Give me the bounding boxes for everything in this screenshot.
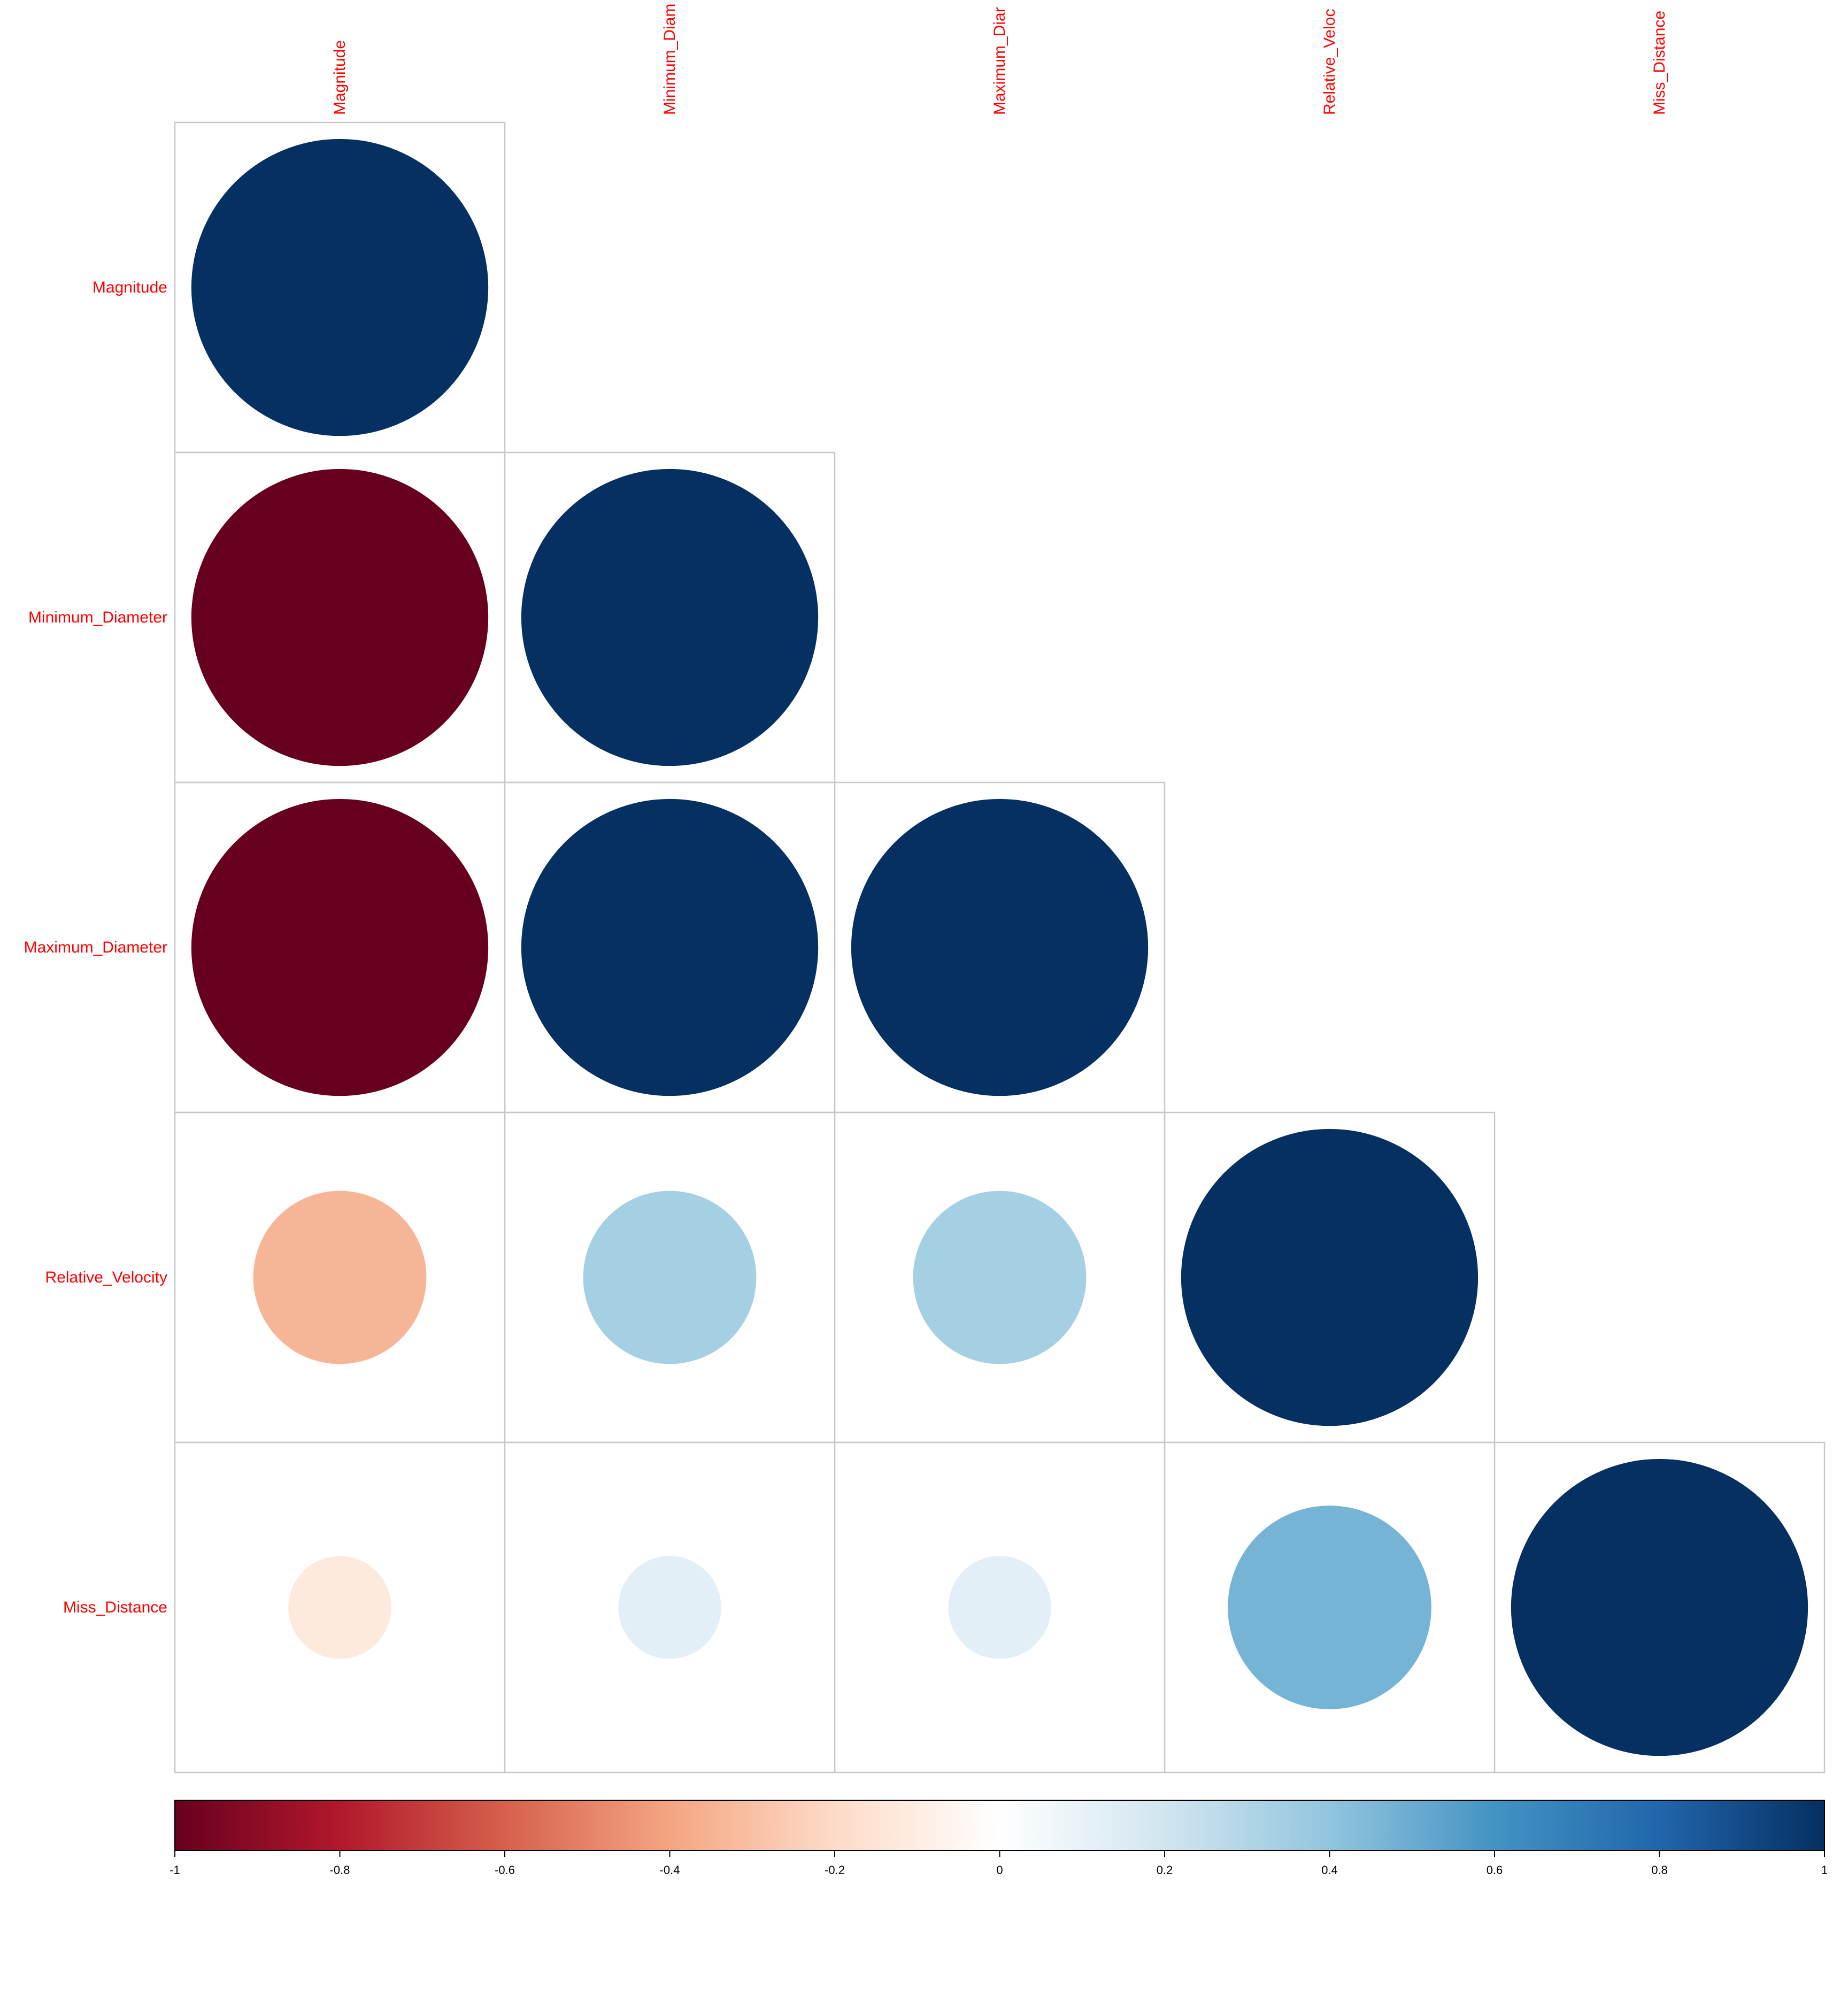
colorbar-gradient xyxy=(174,1800,1825,1851)
column-label-Magnitude: Magnitude xyxy=(331,40,349,115)
corr-circle-Miss_Distance-Relative_Velocity xyxy=(1228,1506,1431,1709)
colorbar-tick-label: 0.2 xyxy=(1157,1863,1173,1877)
colorbar-tick-label: 0.4 xyxy=(1321,1863,1338,1877)
colorbar-tick-label: 0.6 xyxy=(1487,1863,1503,1877)
colorbar-tick-label: 1 xyxy=(1821,1863,1828,1877)
corr-circle-Minimum_Diameter-Minimum_Diameter xyxy=(521,469,819,766)
row-labels: Magnitude Minimum_Diameter Maximum_Diamete… xyxy=(24,279,167,1616)
corr-circle-Relative_Velocity-Maximum_Diameter xyxy=(913,1191,1087,1364)
correlation-circles xyxy=(191,139,1808,1756)
corr-circle-Miss_Distance-Magnitude xyxy=(288,1556,391,1659)
grid-cell-4-4 xyxy=(1493,1441,1826,1773)
corr-circle-Relative_Velocity-Relative_Velocity xyxy=(1181,1128,1479,1426)
corr-circle-Maximum_Diameter-Minimum_Diameter xyxy=(521,798,819,1096)
corr-circle-Miss_Distance-Maximum_Diameter xyxy=(948,1556,1051,1659)
colorbar-tick-label: -1 xyxy=(170,1863,180,1877)
colorbar-tick-label: -0.4 xyxy=(660,1863,680,1877)
corr-circle-Minimum_Diameter-Magnitude xyxy=(191,469,489,766)
colorbar-tick-label: -0.6 xyxy=(495,1863,515,1877)
column-label-Maximum_Diar: Maximum_Diar xyxy=(991,7,1008,115)
colorbar-tick-label: 0.8 xyxy=(1651,1863,1668,1877)
colorbar: -1 -0.8 -0.6 -0.4 -0.2 0 0.2 0.4 0.6 0.8 1 xyxy=(170,1800,1828,1877)
row-label-Maximum_Diameter: Maximum_Diameter xyxy=(24,939,167,956)
colorbar-tick-label: 0 xyxy=(996,1863,1003,1877)
corr-circle-Relative_Velocity-Minimum_Diameter xyxy=(583,1191,757,1364)
column-label-Relative_Veloc: Relative_Veloc xyxy=(1321,9,1338,115)
row-label-Relative_Velocity: Relative_Velocity xyxy=(45,1269,167,1286)
row-label-Magnitude: Magnitude xyxy=(93,279,167,296)
column-label-Minimum_Diam: Minimum_Diam xyxy=(661,4,679,115)
column-label-Miss_Distance: Miss_Distance xyxy=(1651,11,1668,115)
corr-circle-Miss_Distance-Minimum_Diameter xyxy=(618,1556,721,1659)
corr-circle-Miss_Distance-Miss_Distance xyxy=(1511,1458,1808,1756)
colorbar-tick-label: -0.2 xyxy=(825,1863,845,1877)
colorbar-tick-label: -0.8 xyxy=(330,1863,350,1877)
row-label-Minimum_Diameter: Minimum_Diameter xyxy=(28,609,167,626)
corr-circle-Maximum_Diameter-Magnitude xyxy=(191,798,489,1096)
grid-lines xyxy=(174,121,1826,1773)
corr-circle-Relative_Velocity-Magnitude xyxy=(253,1191,427,1364)
corr-circle-Magnitude-Magnitude xyxy=(191,139,489,436)
corr-circle-Maximum_Diameter-Maximum_Diameter xyxy=(851,798,1149,1096)
row-label-Miss_Distance: Miss_Distance xyxy=(63,1599,167,1616)
column-labels: Magnitude Minimum_Diam Maximum_Diar Relativ… xyxy=(331,4,1668,115)
